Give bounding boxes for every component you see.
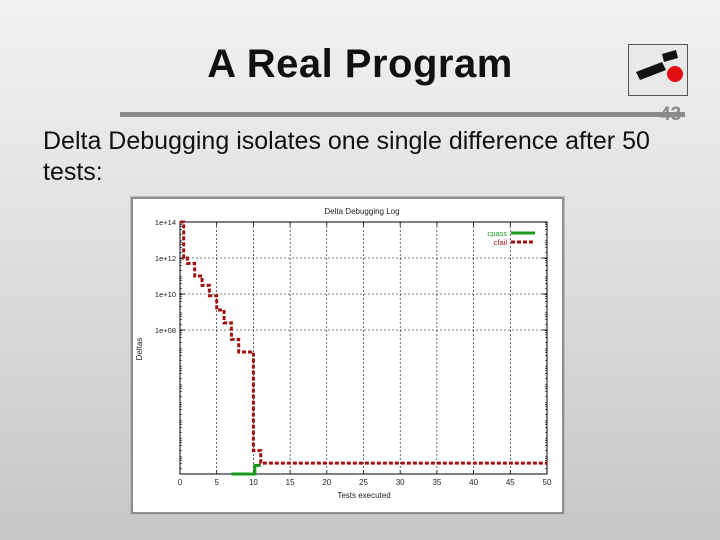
legend-label-cfail: cfail [494, 238, 508, 247]
title-divider [120, 112, 685, 117]
x-tick-label: 30 [396, 478, 405, 487]
x-tick-label: 10 [249, 478, 258, 487]
x-tick-label: 40 [469, 478, 478, 487]
x-tick-label: 50 [543, 478, 552, 487]
x-tick-label: 20 [322, 478, 331, 487]
x-tick-label: 35 [432, 478, 441, 487]
y-tick-label: 1e+10 [155, 290, 176, 299]
slide-title: A Real Program [207, 42, 513, 86]
chart-title: Delta Debugging Log [324, 207, 399, 216]
chart-frame: Delta Debugging Log Tests executed Delta… [131, 197, 564, 514]
logo-icon [628, 44, 688, 96]
y-tick-label: 1e+08 [155, 326, 176, 335]
x-tick-label: 45 [506, 478, 515, 487]
slide-body-text: Delta Debugging isolates one single diff… [43, 127, 650, 186]
x-axis-label: Tests executed [337, 491, 390, 500]
delta-debugging-chart: Delta Debugging Log Tests executed Delta… [135, 207, 552, 500]
x-tick-label: 25 [359, 478, 368, 487]
y-tick-label: 1e+14 [155, 218, 176, 227]
y-tick-label: 1e+12 [155, 254, 176, 263]
x-tick-label: 15 [286, 478, 295, 487]
y-axis-label: Deltas [135, 338, 144, 361]
x-tick-label: 0 [178, 478, 183, 487]
legend-label-cpass: cpass [487, 229, 507, 238]
slide-number: 43 [660, 104, 682, 125]
x-tick-label: 5 [214, 478, 219, 487]
series-line-cpass [231, 463, 261, 476]
